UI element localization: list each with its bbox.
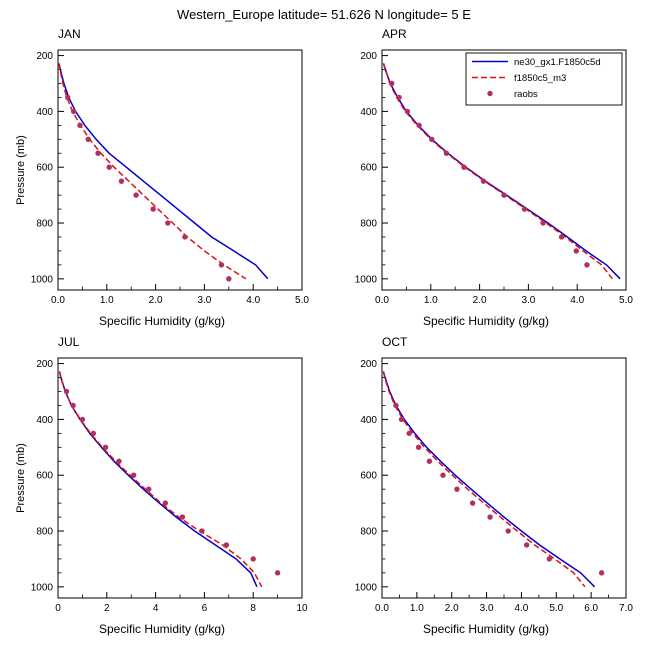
panel-apr: APR 0.0 1.0 2.0 3.0 4.0 5.0 200 400 600 800 1000 ne…	[324, 27, 648, 335]
svg-text:4: 4	[153, 603, 159, 614]
svg-text:0.0: 0.0	[375, 295, 389, 306]
oct-xaxis-label: Specific Humidity (g/kg)	[422, 622, 550, 636]
svg-text:3.0: 3.0	[521, 295, 535, 306]
svg-text:10: 10	[296, 603, 308, 614]
svg-text:400: 400	[360, 415, 377, 426]
svg-text:5.0: 5.0	[549, 603, 563, 614]
panel-oct-title: OCT	[382, 335, 408, 349]
svg-text:6: 6	[202, 603, 208, 614]
chart-grid: JAN 0.0 1.0 2.0 3.0 4.0 5.0 200 400 600 800 1000 Pr…	[0, 27, 648, 643]
svg-text:800: 800	[360, 219, 377, 230]
svg-text:1000: 1000	[31, 582, 54, 593]
apr-plot-canvas: 0.0 1.0 2.0 3.0 4.0 5.0 200 400 600 800 1000 ne30_g…	[355, 49, 633, 306]
panel-oct: OCT 0.0 1.0 2.0 3.0 4.0 5.0 6.0 7.0 200 400 600 800…	[324, 335, 648, 643]
page-title: Western_Europe latitude= 51.626 N longit…	[177, 7, 471, 22]
svg-text:2: 2	[104, 603, 110, 614]
svg-text:0: 0	[55, 603, 61, 614]
svg-text:2.0: 2.0	[445, 603, 459, 614]
svg-text:Pressure (mb): Pressure (mb)	[15, 135, 27, 205]
svg-text:800: 800	[360, 527, 377, 538]
panel-jul: JUL 0 2 4 6 8 10 200 400 600 800 1000 Pressure (mb)…	[0, 335, 324, 643]
svg-text:4.0: 4.0	[514, 603, 528, 614]
svg-text:1000: 1000	[355, 274, 378, 285]
apr-xaxis-label: Specific Humidity (g/kg)	[422, 314, 550, 328]
svg-text:7.0: 7.0	[619, 603, 633, 614]
svg-text:600: 600	[360, 163, 377, 174]
svg-text:600: 600	[360, 471, 377, 482]
svg-text:3.0: 3.0	[480, 603, 494, 614]
svg-text:600: 600	[36, 471, 53, 482]
panel-apr-title: APR	[382, 27, 407, 41]
svg-text:1000: 1000	[31, 274, 54, 285]
svg-text:raobs: raobs	[514, 89, 538, 100]
svg-text:2.0: 2.0	[473, 295, 487, 306]
svg-text:6.0: 6.0	[584, 603, 598, 614]
jul-plot-canvas: 0 2 4 6 8 10 200 400 600 800 1000 Pressure (mb)	[15, 357, 308, 614]
panel-jan-title: JAN	[58, 27, 81, 41]
svg-text:1.0: 1.0	[410, 603, 424, 614]
svg-text:200: 200	[360, 359, 377, 370]
svg-text:1.0: 1.0	[100, 295, 114, 306]
jul-xaxis-label: Specific Humidity (g/kg)	[98, 622, 226, 636]
svg-text:400: 400	[36, 415, 53, 426]
svg-text:1000: 1000	[355, 582, 378, 593]
svg-text:400: 400	[360, 107, 377, 118]
panel-jul-title: JUL	[58, 335, 80, 349]
svg-text:400: 400	[36, 107, 53, 118]
svg-text:0.0: 0.0	[375, 603, 389, 614]
svg-text:800: 800	[36, 219, 53, 230]
svg-text:200: 200	[36, 51, 53, 62]
svg-text:600: 600	[36, 163, 53, 174]
svg-text:8: 8	[250, 603, 256, 614]
oct-plot-canvas: 0.0 1.0 2.0 3.0 4.0 5.0 6.0 7.0 200 400 600 800 1000	[355, 357, 633, 614]
svg-text:ne30_gx1.F1850c5d: ne30_gx1.F1850c5d	[514, 57, 601, 68]
svg-text:0.0: 0.0	[51, 295, 65, 306]
svg-text:4.0: 4.0	[246, 295, 260, 306]
svg-text:f1850c5_m3: f1850c5_m3	[514, 73, 566, 84]
svg-text:1.0: 1.0	[424, 295, 438, 306]
svg-text:800: 800	[36, 527, 53, 538]
svg-text:3.0: 3.0	[197, 295, 211, 306]
svg-text:5.0: 5.0	[619, 295, 633, 306]
svg-text:5.0: 5.0	[295, 295, 309, 306]
panel-jan: JAN 0.0 1.0 2.0 3.0 4.0 5.0 200 400 600 800 1000 Pr…	[0, 27, 324, 335]
svg-text:2.0: 2.0	[149, 295, 163, 306]
svg-text:200: 200	[360, 51, 377, 62]
jan-xaxis-label: Specific Humidity (g/kg)	[98, 314, 226, 328]
svg-text:4.0: 4.0	[570, 295, 584, 306]
svg-text:Pressure (mb): Pressure (mb)	[15, 443, 27, 513]
jan-plot-canvas: 0.0 1.0 2.0 3.0 4.0 5.0 200 400 600 800 1000 Pressu…	[15, 49, 309, 306]
svg-text:200: 200	[36, 359, 53, 370]
